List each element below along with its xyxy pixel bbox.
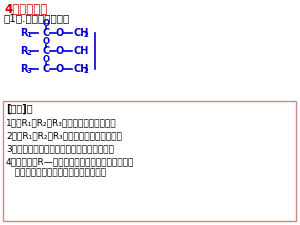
Text: [说明]：: [说明]： [6,104,33,114]
Text: 3、天然油脂大多为混甘油酯，并为混合物。: 3、天然油脂大多为混甘油酯，并为混合物。 [6,144,114,153]
Text: R: R [20,46,28,56]
Text: 4、关于油脂: 4、关于油脂 [4,3,47,16]
Text: O: O [56,46,64,56]
Text: R: R [20,28,28,38]
Text: 1、若R₁、R₂、R₃相同，则称为单甘油酯: 1、若R₁、R₂、R₃相同，则称为单甘油酯 [6,118,117,127]
Text: R: R [20,64,28,74]
Text: O: O [43,54,50,63]
Text: 2、若R₁、R₂、R₃不相同，则称为混甘油酯: 2、若R₁、R₂、R₃不相同，则称为混甘油酯 [6,131,122,140]
Text: CH: CH [73,64,88,74]
Text: 2: 2 [83,32,88,38]
Text: 油酯熔点高，呈固态；反之，呈液态。: 油酯熔点高，呈固态；反之，呈液态。 [6,168,106,177]
Text: O: O [43,18,50,27]
Text: O: O [56,28,64,38]
Text: O: O [56,64,64,74]
Text: CH: CH [73,28,88,38]
Text: 2: 2 [83,68,88,74]
Text: C: C [42,64,50,74]
Text: 3: 3 [26,68,32,74]
FancyBboxPatch shape [3,101,296,221]
Text: CH: CH [73,46,88,56]
Text: 4、若烃基（R—）的饱和程度越大的，则形成的甘: 4、若烃基（R—）的饱和程度越大的，则形成的甘 [6,157,134,166]
Text: （1）.油脂的结构通式: （1）.油脂的结构通式 [4,13,70,23]
Text: O: O [43,36,50,45]
Text: 2: 2 [26,50,31,56]
Text: 1: 1 [26,32,32,38]
Text: C: C [42,28,50,38]
Text: C: C [42,46,50,56]
